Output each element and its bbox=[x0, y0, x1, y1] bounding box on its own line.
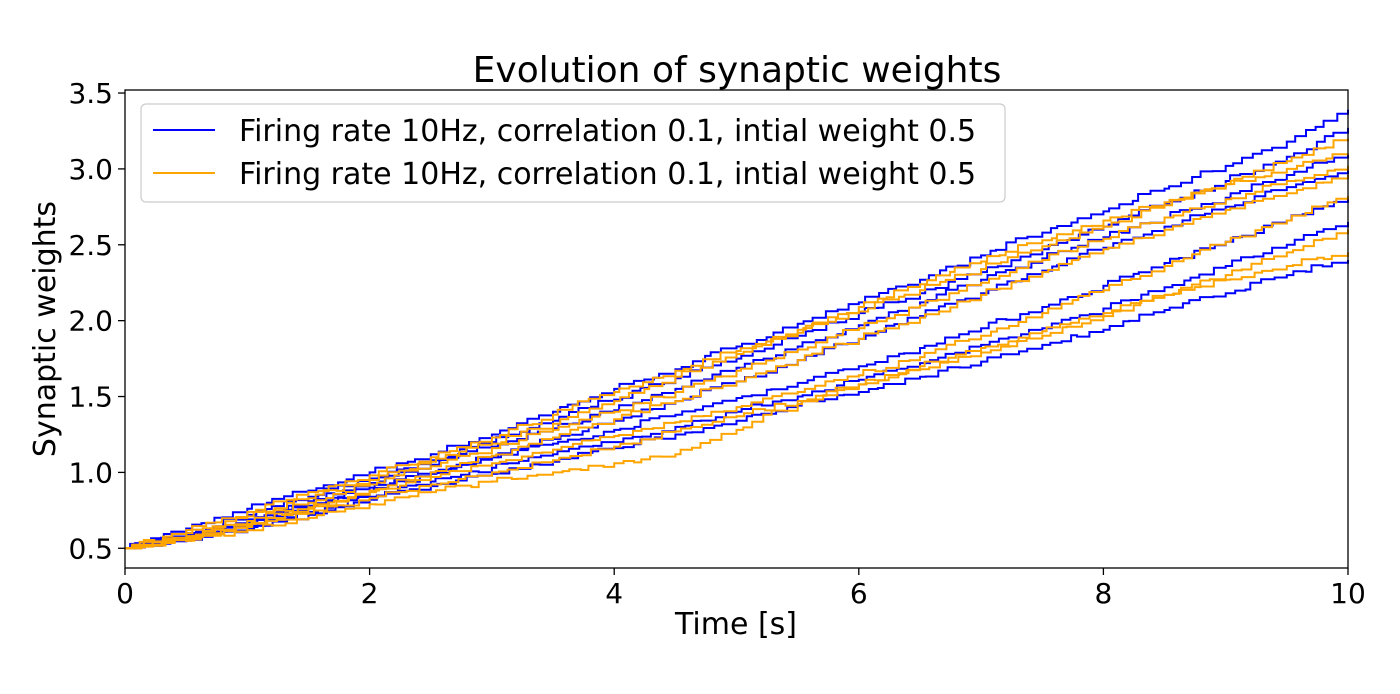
y-tick-label: 1.5 bbox=[68, 381, 113, 414]
x-tick-label: 6 bbox=[850, 577, 868, 610]
series-line-9 bbox=[125, 165, 1349, 550]
chart-title: Evolution of synaptic weights bbox=[473, 50, 1002, 91]
y-tick-label: 3.0 bbox=[68, 153, 113, 186]
series-line-0 bbox=[125, 109, 1349, 550]
legend-box bbox=[140, 103, 1006, 203]
series-line-5 bbox=[125, 222, 1349, 550]
y-axis: 0.5 1.0 1.5 2.0 2.5 3.0 3.5 bbox=[68, 77, 125, 565]
x-tick-label: 0 bbox=[116, 577, 134, 610]
y-tick-label: 1.0 bbox=[68, 456, 113, 489]
x-axis-label: Time [s] bbox=[674, 607, 797, 642]
series-line-12 bbox=[125, 229, 1349, 550]
x-axis: 0 2 4 6 8 10 bbox=[116, 568, 1366, 610]
legend-label-blue: Firing rate 10Hz, correlation 0.1, intia… bbox=[239, 114, 976, 149]
x-tick-label: 10 bbox=[1330, 577, 1366, 610]
series-line-7 bbox=[125, 138, 1349, 550]
series-line-10 bbox=[125, 175, 1349, 550]
series-line-11 bbox=[125, 196, 1349, 550]
y-tick-label: 0.5 bbox=[68, 532, 113, 565]
plot-lines bbox=[125, 109, 1349, 550]
series-line-8 bbox=[125, 153, 1349, 550]
y-tick-label: 2.0 bbox=[68, 305, 113, 338]
series-line-13 bbox=[125, 252, 1349, 550]
legend: Firing rate 10Hz, correlation 0.1, intia… bbox=[140, 103, 1006, 203]
x-tick-label: 8 bbox=[1094, 577, 1112, 610]
legend-label-orange: Firing rate 10Hz, correlation 0.1, intia… bbox=[239, 157, 976, 192]
x-tick-label: 2 bbox=[361, 577, 379, 610]
y-tick-label: 3.5 bbox=[68, 77, 113, 110]
x-tick-label: 4 bbox=[605, 577, 623, 610]
y-tick-label: 2.5 bbox=[68, 229, 113, 262]
plot-frame bbox=[124, 89, 1349, 569]
y-axis-label: Synaptic weights bbox=[28, 201, 63, 457]
